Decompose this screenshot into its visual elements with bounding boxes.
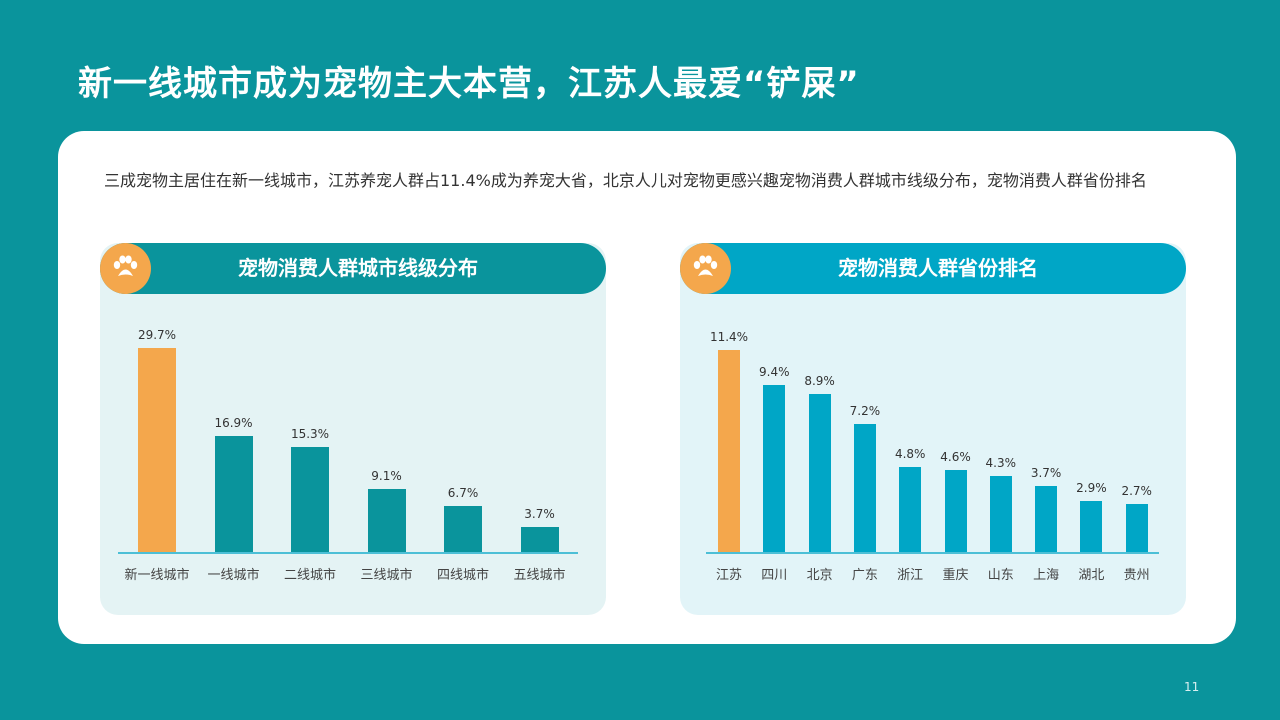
bar [444,506,482,552]
province-bar-chart: 11.4% 江苏 9.4% 四川 8.9% 北京 7.2% 广东 4.8% 浙江 4.6% 重庆 4.3… [680,294,1186,615]
category-label: 贵州 [1123,568,1150,583]
data-label: 15.3% [290,427,330,441]
city-tier-bar-chart: 29.7% 新一线城市 16.9% 一线城市 15.3% 二线城市 9.1% 三线城市 6.7%… [100,294,606,615]
paw-icon [680,243,731,294]
bar [853,424,876,552]
data-label: 7.2% [849,404,881,418]
bar [808,394,831,552]
data-label: 9.1% [371,469,402,483]
category-label: 二线城市 [283,568,336,583]
category-label: 四线城市 [436,568,489,583]
category-label: 江苏 [715,568,742,583]
bar [944,470,967,552]
paw-icon [100,243,151,294]
data-label: 3.7% [1030,466,1062,480]
bar [989,476,1012,552]
panel-title: 宠物消费人群城市线级分布 [238,256,478,280]
bar [1125,504,1148,552]
data-label: 4.6% [940,450,971,464]
data-label: 6.7% [447,486,479,500]
category-label: 浙江 [897,568,924,583]
data-label: 2.7% [1121,484,1152,498]
page-number: 11 [1184,680,1200,694]
bar [718,350,740,552]
bar [1035,486,1058,552]
panel-header: 宠物消费人群城市线级分布 [100,243,606,294]
data-label: 8.9% [804,374,835,388]
data-label: 3.7% [524,507,555,521]
category-label: 一线城市 [207,568,260,583]
bar [291,447,329,552]
category-label: 上海 [1033,568,1060,583]
panel-title: 宠物消费人群省份排名 [838,256,1038,280]
bar [763,385,786,552]
data-label: 11.4% [709,330,749,344]
panel-header: 宠物消费人群省份排名 [680,243,1186,294]
province-panel: 宠物消费人群省份排名 11.4% 江苏 9.4% 四川 8.9% 北京 7.2% 广东 4.8%… [680,243,1186,615]
data-label: 4.8% [894,447,926,461]
slide-description: 三成宠物主居住在新一线城市，江苏养宠人群占11.4%成为养宠大省，北京人儿对宠物… [104,171,1147,190]
category-label: 湖北 [1078,568,1105,583]
x-axis [706,552,1159,554]
bar [1080,501,1103,552]
bar [520,527,559,552]
city-tier-panel: 宠物消费人群城市线级分布 29.7% 新一线城市 16.9% 一线城市 15.3% 二线城… [100,243,606,615]
category-label: 山东 [987,568,1014,583]
bar [899,467,922,552]
bar [138,348,176,552]
bar [214,436,253,552]
bar [367,489,406,552]
category-label: 四川 [761,568,788,583]
slide-title: 新一线城市成为宠物主大本营，江苏人最爱“铲屎” [78,64,860,104]
data-label: 16.9% [214,416,253,430]
category-label: 三线城市 [360,568,413,583]
category-label: 新一线城市 [124,568,190,583]
category-label: 北京 [806,568,833,583]
category-label: 广东 [851,568,878,583]
data-label: 9.4% [759,365,790,379]
data-label: 4.3% [985,456,1017,470]
category-label: 重庆 [942,568,969,583]
x-axis [118,552,578,554]
data-label: 2.9% [1076,481,1107,495]
data-label: 29.7% [137,328,177,342]
content-card: 三成宠物主居住在新一线城市，江苏养宠人群占11.4%成为养宠大省，北京人儿对宠物… [58,131,1236,644]
category-label: 五线城市 [513,568,566,583]
